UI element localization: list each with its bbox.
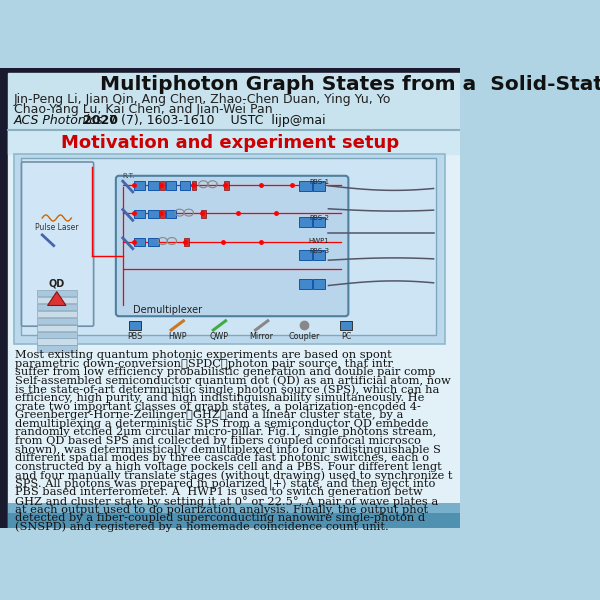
Text: demultiplexing a deterministic SPS from a semiconductor QD embedde: demultiplexing a deterministic SPS from … bbox=[16, 419, 429, 429]
Text: suffer from low efficiency probabilistic generation and double pair comp: suffer from low efficiency probabilistic… bbox=[16, 367, 436, 377]
FancyBboxPatch shape bbox=[116, 176, 349, 316]
Bar bbox=[313, 217, 325, 227]
Text: GHZ and cluster state by setting it at 0° or 22.5°. A pair of wave plates a: GHZ and cluster state by setting it at 0… bbox=[16, 496, 439, 507]
Bar bbox=[0, 68, 460, 73]
Bar bbox=[299, 181, 311, 191]
Text: PBS: PBS bbox=[127, 332, 143, 341]
Text: R.T.: R.T. bbox=[122, 173, 134, 179]
Text: HWP: HWP bbox=[168, 332, 187, 341]
Text: Pulse Laser: Pulse Laser bbox=[35, 223, 79, 232]
Bar bbox=[134, 209, 145, 218]
Bar bbox=[299, 217, 311, 227]
Bar bbox=[8, 131, 460, 528]
Text: QD: QD bbox=[49, 278, 65, 289]
Bar bbox=[148, 181, 159, 190]
Text: Multiphoton Graph States from a  Solid-Stat: Multiphoton Graph States from a Solid-St… bbox=[100, 75, 600, 94]
Bar bbox=[37, 325, 77, 331]
Text: Jin-Peng Li, Jian Qin, Ang Chen, Zhao-Chen Duan, Ying Yu, Yo: Jin-Peng Li, Jian Qin, Ang Chen, Zhao-Ch… bbox=[14, 93, 391, 106]
Text: Chao-Yang Lu, Kai Chen, and Jian-Wei Pan: Chao-Yang Lu, Kai Chen, and Jian-Wei Pan bbox=[14, 103, 272, 116]
Bar bbox=[299, 250, 311, 260]
Bar bbox=[224, 181, 229, 190]
Text: parametric down-conversion（SPDC）photon pair source, that intr: parametric down-conversion（SPDC）photon p… bbox=[16, 359, 393, 368]
Bar bbox=[37, 338, 77, 344]
Bar bbox=[134, 238, 145, 247]
Bar bbox=[184, 238, 189, 247]
Text: is the state-of-art deterministic single photon source (SPS), which can ha: is the state-of-art deterministic single… bbox=[16, 385, 440, 395]
Text: Most existing quantum photonic experiments are based on spont: Most existing quantum photonic experimen… bbox=[16, 350, 392, 360]
Bar bbox=[22, 158, 436, 335]
Bar bbox=[299, 278, 311, 289]
Bar bbox=[37, 290, 77, 296]
Bar bbox=[37, 297, 77, 303]
Bar bbox=[340, 321, 352, 330]
Text: crate two important classes of graph states, a polarization-encoded 4-: crate two important classes of graph sta… bbox=[16, 401, 421, 412]
Bar bbox=[192, 181, 196, 190]
Text: detected by a fiber-coupled superconducting nanowire single-photon d: detected by a fiber-coupled superconduct… bbox=[16, 513, 425, 523]
Text: 7 (7), 1603-1610    USTC  lijp@mai: 7 (7), 1603-1610 USTC lijp@mai bbox=[105, 113, 326, 127]
Polygon shape bbox=[47, 292, 66, 305]
Text: PBS-1: PBS-1 bbox=[309, 179, 329, 185]
Text: PC: PC bbox=[341, 332, 351, 341]
Text: PBS-3: PBS-3 bbox=[309, 248, 329, 254]
Bar bbox=[0, 68, 8, 528]
Bar bbox=[166, 181, 176, 190]
Bar bbox=[166, 209, 176, 218]
Bar bbox=[37, 318, 77, 324]
Text: Mirror: Mirror bbox=[250, 332, 274, 341]
Bar bbox=[8, 503, 460, 528]
Text: constructed by a high voltage pockels cell and a PBS. Four different lengt: constructed by a high voltage pockels ce… bbox=[16, 462, 442, 472]
Text: different spatial modes by three cascade fast photonic switches, each o: different spatial modes by three cascade… bbox=[16, 453, 430, 463]
Bar bbox=[37, 304, 77, 310]
Bar bbox=[179, 181, 190, 190]
Text: SPS. All photons was prepared in polarized |+⟩ state, and then eject into: SPS. All photons was prepared in polariz… bbox=[16, 479, 436, 490]
Text: 2020: 2020 bbox=[83, 113, 118, 127]
Text: Self-assembled semiconductor quantum dot (QD) as an artificial atom, now: Self-assembled semiconductor quantum dot… bbox=[16, 376, 451, 386]
Text: Greenberger-Horne-Zeilinger（GHZ）and a linear cluster state, by a: Greenberger-Horne-Zeilinger（GHZ）and a li… bbox=[16, 410, 404, 420]
Bar bbox=[14, 154, 445, 344]
Text: at each output used to do polarization analysis. Finally, the output phot: at each output used to do polarization a… bbox=[16, 505, 428, 515]
Bar bbox=[313, 250, 325, 260]
Bar bbox=[8, 512, 460, 528]
Text: Coupler: Coupler bbox=[288, 332, 320, 341]
Text: PBS-2: PBS-2 bbox=[309, 215, 329, 221]
Bar bbox=[8, 73, 460, 131]
Bar bbox=[129, 321, 141, 330]
Text: ACS Photonics: ACS Photonics bbox=[14, 113, 107, 127]
Text: PBS based interferometer. A  HWP1 is used to switch generation betw: PBS based interferometer. A HWP1 is used… bbox=[16, 487, 423, 497]
Text: shown), was deterministically demultiplexed into four indistinguishable S: shown), was deterministically demultiple… bbox=[16, 445, 441, 455]
Bar bbox=[313, 181, 325, 191]
Bar bbox=[148, 238, 159, 247]
Bar bbox=[313, 278, 325, 289]
Bar bbox=[148, 209, 159, 218]
Bar bbox=[37, 311, 77, 317]
Text: (SNSPD) and registered by a homemade coincidence count unit.: (SNSPD) and registered by a homemade coi… bbox=[16, 522, 389, 532]
FancyBboxPatch shape bbox=[22, 162, 94, 326]
Bar bbox=[160, 181, 165, 190]
Bar bbox=[8, 131, 460, 154]
Text: efficiency, high purity, and high indistinguishability simultaneously. He: efficiency, high purity, and high indist… bbox=[16, 393, 425, 403]
Text: from QD based SPS and collected by fibers coupled confocal microsco: from QD based SPS and collected by fiber… bbox=[16, 436, 421, 446]
Text: and four manually translate stages (without drawing) used to synchronize t: and four manually translate stages (with… bbox=[16, 470, 453, 481]
Text: QWP: QWP bbox=[210, 332, 229, 341]
Bar bbox=[134, 181, 145, 190]
Bar bbox=[37, 346, 77, 352]
Bar bbox=[37, 332, 77, 338]
Text: Motivation and experiment setup: Motivation and experiment setup bbox=[61, 134, 399, 152]
Bar bbox=[201, 209, 206, 218]
Text: HWP1: HWP1 bbox=[309, 238, 329, 244]
Text: Demultiplexer: Demultiplexer bbox=[133, 305, 202, 316]
Bar bbox=[160, 209, 165, 218]
Text: randomly etched 2μm circular micro-pillar. Fig.1, single photons stream,: randomly etched 2μm circular micro-pilla… bbox=[16, 427, 437, 437]
